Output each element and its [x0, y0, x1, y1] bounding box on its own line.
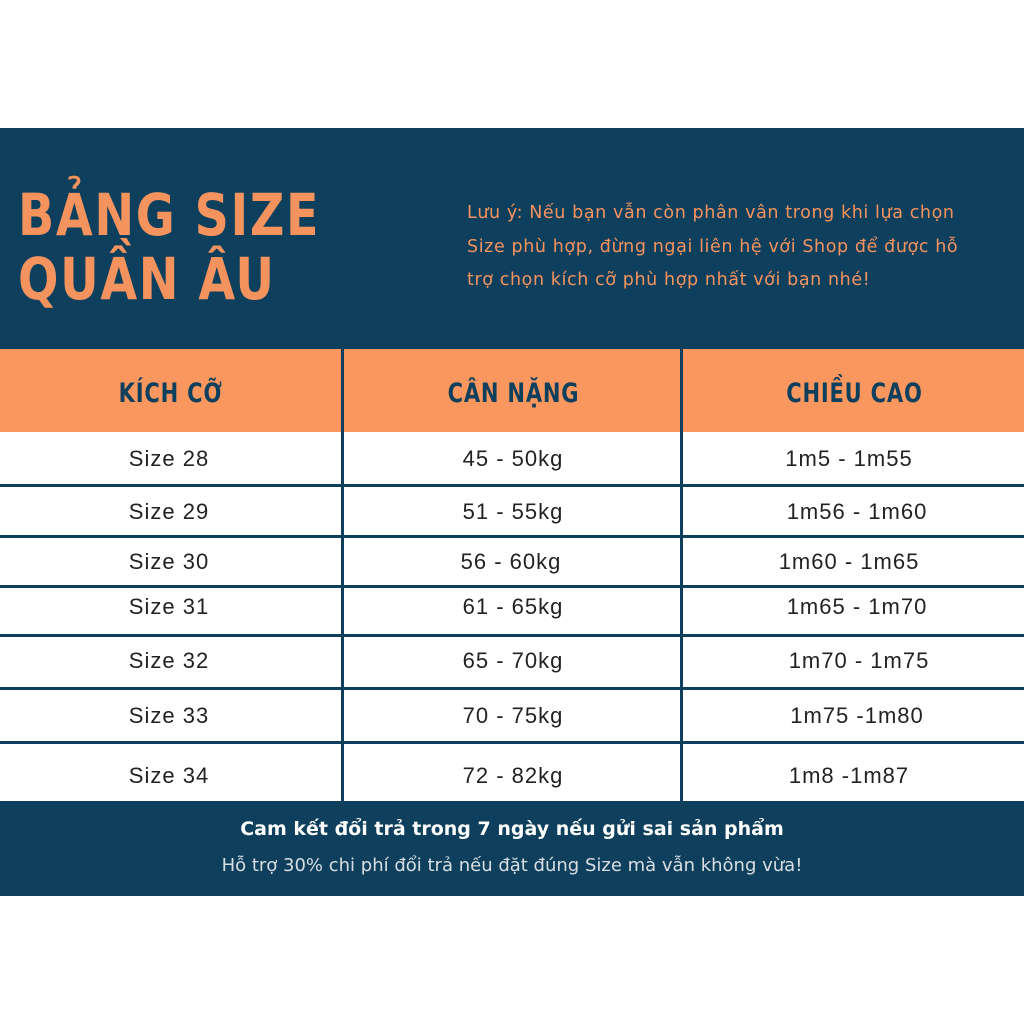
- table-cell-height: 1m75 -1m80: [790, 703, 924, 728]
- note-line: trợ chọn kích cỡ phù hợp nhất với bạn nh…: [467, 270, 871, 290]
- row-divider: [0, 687, 1024, 690]
- title-line-2: QUẦN ÂU: [18, 245, 276, 313]
- title-line-1: BẢNG SIZE: [18, 181, 321, 249]
- guarantee-text: Cam kết đổi trả trong 7 ngày nếu gửi sai…: [240, 818, 784, 840]
- table-cell-weight: 70 - 75kg: [462, 703, 564, 728]
- table-cell-height: 1m8 -1m87: [788, 763, 910, 788]
- support-text: Hỗ trợ 30% chi phí đổi trả nếu đặt đúng …: [221, 855, 803, 876]
- table-cell-weight: 56 - 60kg: [460, 549, 562, 574]
- note-line: Lưu ý: Nếu bạn vẫn còn phân vân trong kh…: [467, 203, 955, 223]
- row-divider: [0, 634, 1024, 637]
- table-cell-weight: 65 - 70kg: [462, 648, 564, 673]
- table-cell-weight: 72 - 82kg: [462, 763, 564, 788]
- column-divider: [341, 349, 344, 801]
- table-cell-height: 1m56 - 1m60: [786, 499, 928, 524]
- table-cell-weight: 61 - 65kg: [462, 594, 564, 619]
- column-header-height: CHIỀU CAO: [785, 378, 923, 409]
- row-divider: [0, 741, 1024, 744]
- table-cell-size: Size 32: [128, 648, 210, 673]
- row-divider: [0, 484, 1024, 487]
- table-header: [0, 349, 1024, 432]
- header-banner: [0, 128, 1024, 349]
- table-cell-size: Size 31: [128, 594, 210, 619]
- table-cell-height: 1m60 - 1m65: [778, 549, 920, 574]
- column-header-weight: CÂN NẶNG: [447, 378, 579, 409]
- page-title: BẢNG SIZE QUẦN ÂU: [18, 183, 346, 311]
- column-divider: [680, 349, 683, 801]
- note-line: Size phù hợp, đừng ngại liên hệ với Shop…: [467, 236, 959, 257]
- table-cell-size: Size 29: [128, 499, 210, 524]
- table-cell-height: 1m65 - 1m70: [786, 594, 928, 619]
- row-divider: [0, 585, 1024, 588]
- table-cell-size: Size 33: [128, 703, 210, 728]
- table-cell-height: 1m5 - 1m55: [785, 446, 913, 471]
- table-cell-height: 1m70 - 1m75: [788, 648, 930, 673]
- note-text: Lưu ý: Nếu bạn vẫn còn phân vân trong kh…: [467, 197, 1024, 298]
- footer-banner: [0, 801, 1024, 896]
- table-cell-size: Size 28: [128, 446, 210, 471]
- table-cell-weight: 51 - 55kg: [462, 499, 564, 524]
- row-divider: [0, 535, 1024, 538]
- table-cell-size: Size 34: [128, 763, 210, 788]
- column-header-size: KÍCH CỠ: [119, 378, 223, 409]
- table-cell-weight: 45 - 50kg: [462, 446, 564, 471]
- table-cell-size: Size 30: [128, 549, 210, 574]
